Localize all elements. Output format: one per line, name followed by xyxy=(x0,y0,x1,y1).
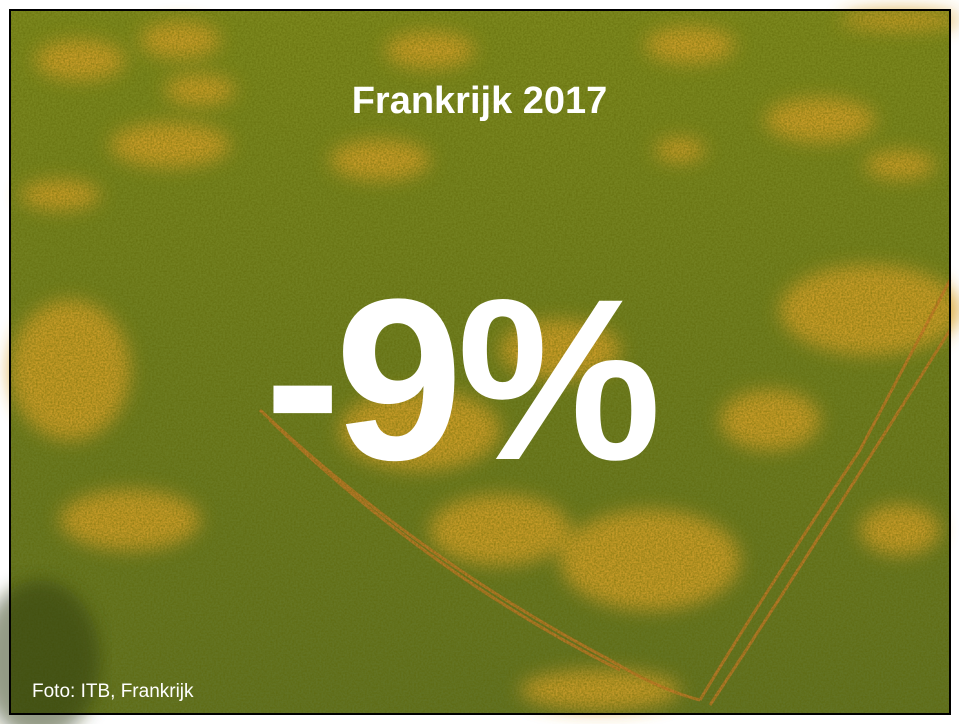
headline: -9% xyxy=(264,251,661,508)
slide-title: Frankrijk 2017 xyxy=(351,80,608,122)
photo-credit: Foto: ITB, Frankrijk xyxy=(32,681,194,702)
